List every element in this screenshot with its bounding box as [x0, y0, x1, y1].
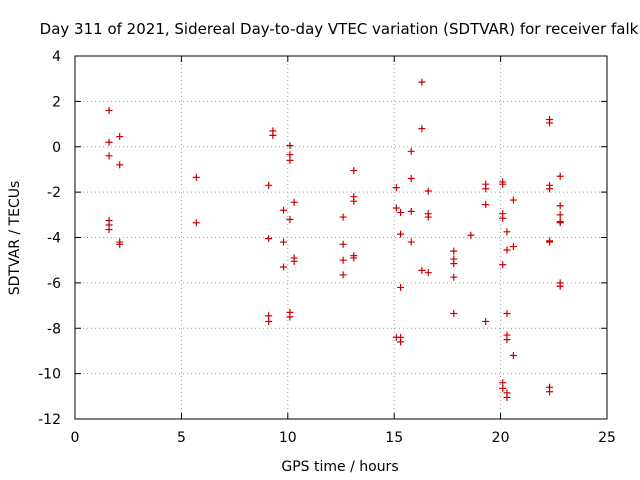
axis-ticks: 0 5 10 15 20 25 -12 -10 -8 -6 -4 -2 0 2 4 — [38, 49, 616, 446]
data-point — [290, 257, 298, 265]
data-point — [350, 197, 358, 205]
data-point — [290, 198, 298, 206]
data-point — [392, 184, 400, 192]
x-tick-label: 10 — [279, 430, 297, 446]
data-point — [265, 181, 273, 189]
data-point — [509, 243, 517, 251]
data-point — [418, 78, 426, 86]
data-point — [397, 230, 405, 238]
data-point — [424, 213, 432, 221]
data-point — [467, 231, 475, 239]
data-point — [339, 256, 347, 264]
y-tick-label: -2 — [47, 185, 61, 201]
data-point — [192, 173, 200, 181]
data-point — [397, 209, 405, 217]
data-point — [556, 211, 564, 219]
data-point — [503, 393, 511, 401]
data-point — [503, 228, 511, 236]
data-point — [392, 204, 400, 212]
grid — [75, 56, 607, 419]
data-point — [556, 282, 564, 290]
data-point — [269, 131, 277, 139]
data-point — [286, 313, 294, 321]
data-point — [397, 338, 405, 346]
x-axis-label: GPS time / hours — [281, 459, 398, 475]
y-axis-label: SDTVAR / TECUs — [7, 181, 23, 296]
data-point — [105, 226, 113, 234]
data-point — [280, 206, 288, 214]
plot-frame — [74, 55, 608, 420]
data-point — [556, 172, 564, 180]
data-point — [407, 147, 415, 155]
data-point — [499, 261, 507, 269]
data-point — [556, 202, 564, 210]
data-point — [503, 246, 511, 254]
data-point — [286, 142, 294, 150]
x-tick-label: 5 — [177, 430, 186, 446]
data-point — [546, 185, 554, 193]
data-point — [192, 219, 200, 227]
data-point — [339, 240, 347, 248]
data-point — [424, 187, 432, 195]
data-point — [418, 125, 426, 133]
data-point — [339, 213, 347, 221]
data-point — [450, 260, 458, 268]
data-point — [499, 214, 507, 222]
data-point — [116, 240, 124, 248]
data-point — [499, 384, 507, 392]
data-point — [482, 317, 490, 325]
y-tick-label: -10 — [38, 367, 61, 383]
x-tick-label: 25 — [598, 430, 616, 446]
data-point — [546, 119, 554, 127]
data-point — [105, 152, 113, 160]
data-point — [265, 235, 273, 243]
y-tick-label: -12 — [38, 412, 61, 428]
data-point — [286, 215, 294, 223]
data-point — [105, 106, 113, 114]
data-point — [450, 247, 458, 255]
data-point — [265, 317, 273, 325]
data-point — [509, 196, 517, 204]
data-point — [116, 161, 124, 169]
data-point — [280, 263, 288, 271]
data-point — [397, 283, 405, 291]
data-point — [105, 138, 113, 146]
data-point — [350, 167, 358, 175]
data-point — [546, 388, 554, 396]
y-tick-label: 0 — [52, 140, 61, 156]
y-tick-label: -4 — [47, 231, 61, 247]
data-point — [280, 238, 288, 246]
data-point — [407, 238, 415, 246]
x-tick-label: 15 — [385, 430, 403, 446]
data-point — [509, 351, 517, 359]
chart-title: Day 311 of 2021, Sidereal Day-to-day VTE… — [40, 20, 639, 38]
data-point — [418, 266, 426, 274]
data-point — [556, 219, 564, 227]
data-point — [499, 180, 507, 188]
data-point — [286, 156, 294, 164]
data-point — [503, 336, 511, 344]
data-point — [116, 133, 124, 141]
y-tick-label: 2 — [52, 94, 61, 110]
x-tick-label: 20 — [492, 430, 510, 446]
data-point — [450, 310, 458, 318]
data-point — [546, 238, 554, 246]
data-points — [105, 78, 564, 401]
data-point — [350, 254, 358, 262]
data-point — [482, 185, 490, 193]
data-point — [339, 271, 347, 279]
y-tick-label: 4 — [52, 49, 61, 65]
data-point — [424, 269, 432, 277]
x-tick-label: 0 — [71, 430, 80, 446]
data-point — [407, 175, 415, 183]
data-point — [407, 207, 415, 215]
y-tick-label: -6 — [47, 276, 61, 292]
data-point — [450, 273, 458, 281]
y-tick-label: -8 — [47, 321, 61, 337]
data-point — [503, 310, 511, 318]
data-point — [482, 201, 490, 209]
